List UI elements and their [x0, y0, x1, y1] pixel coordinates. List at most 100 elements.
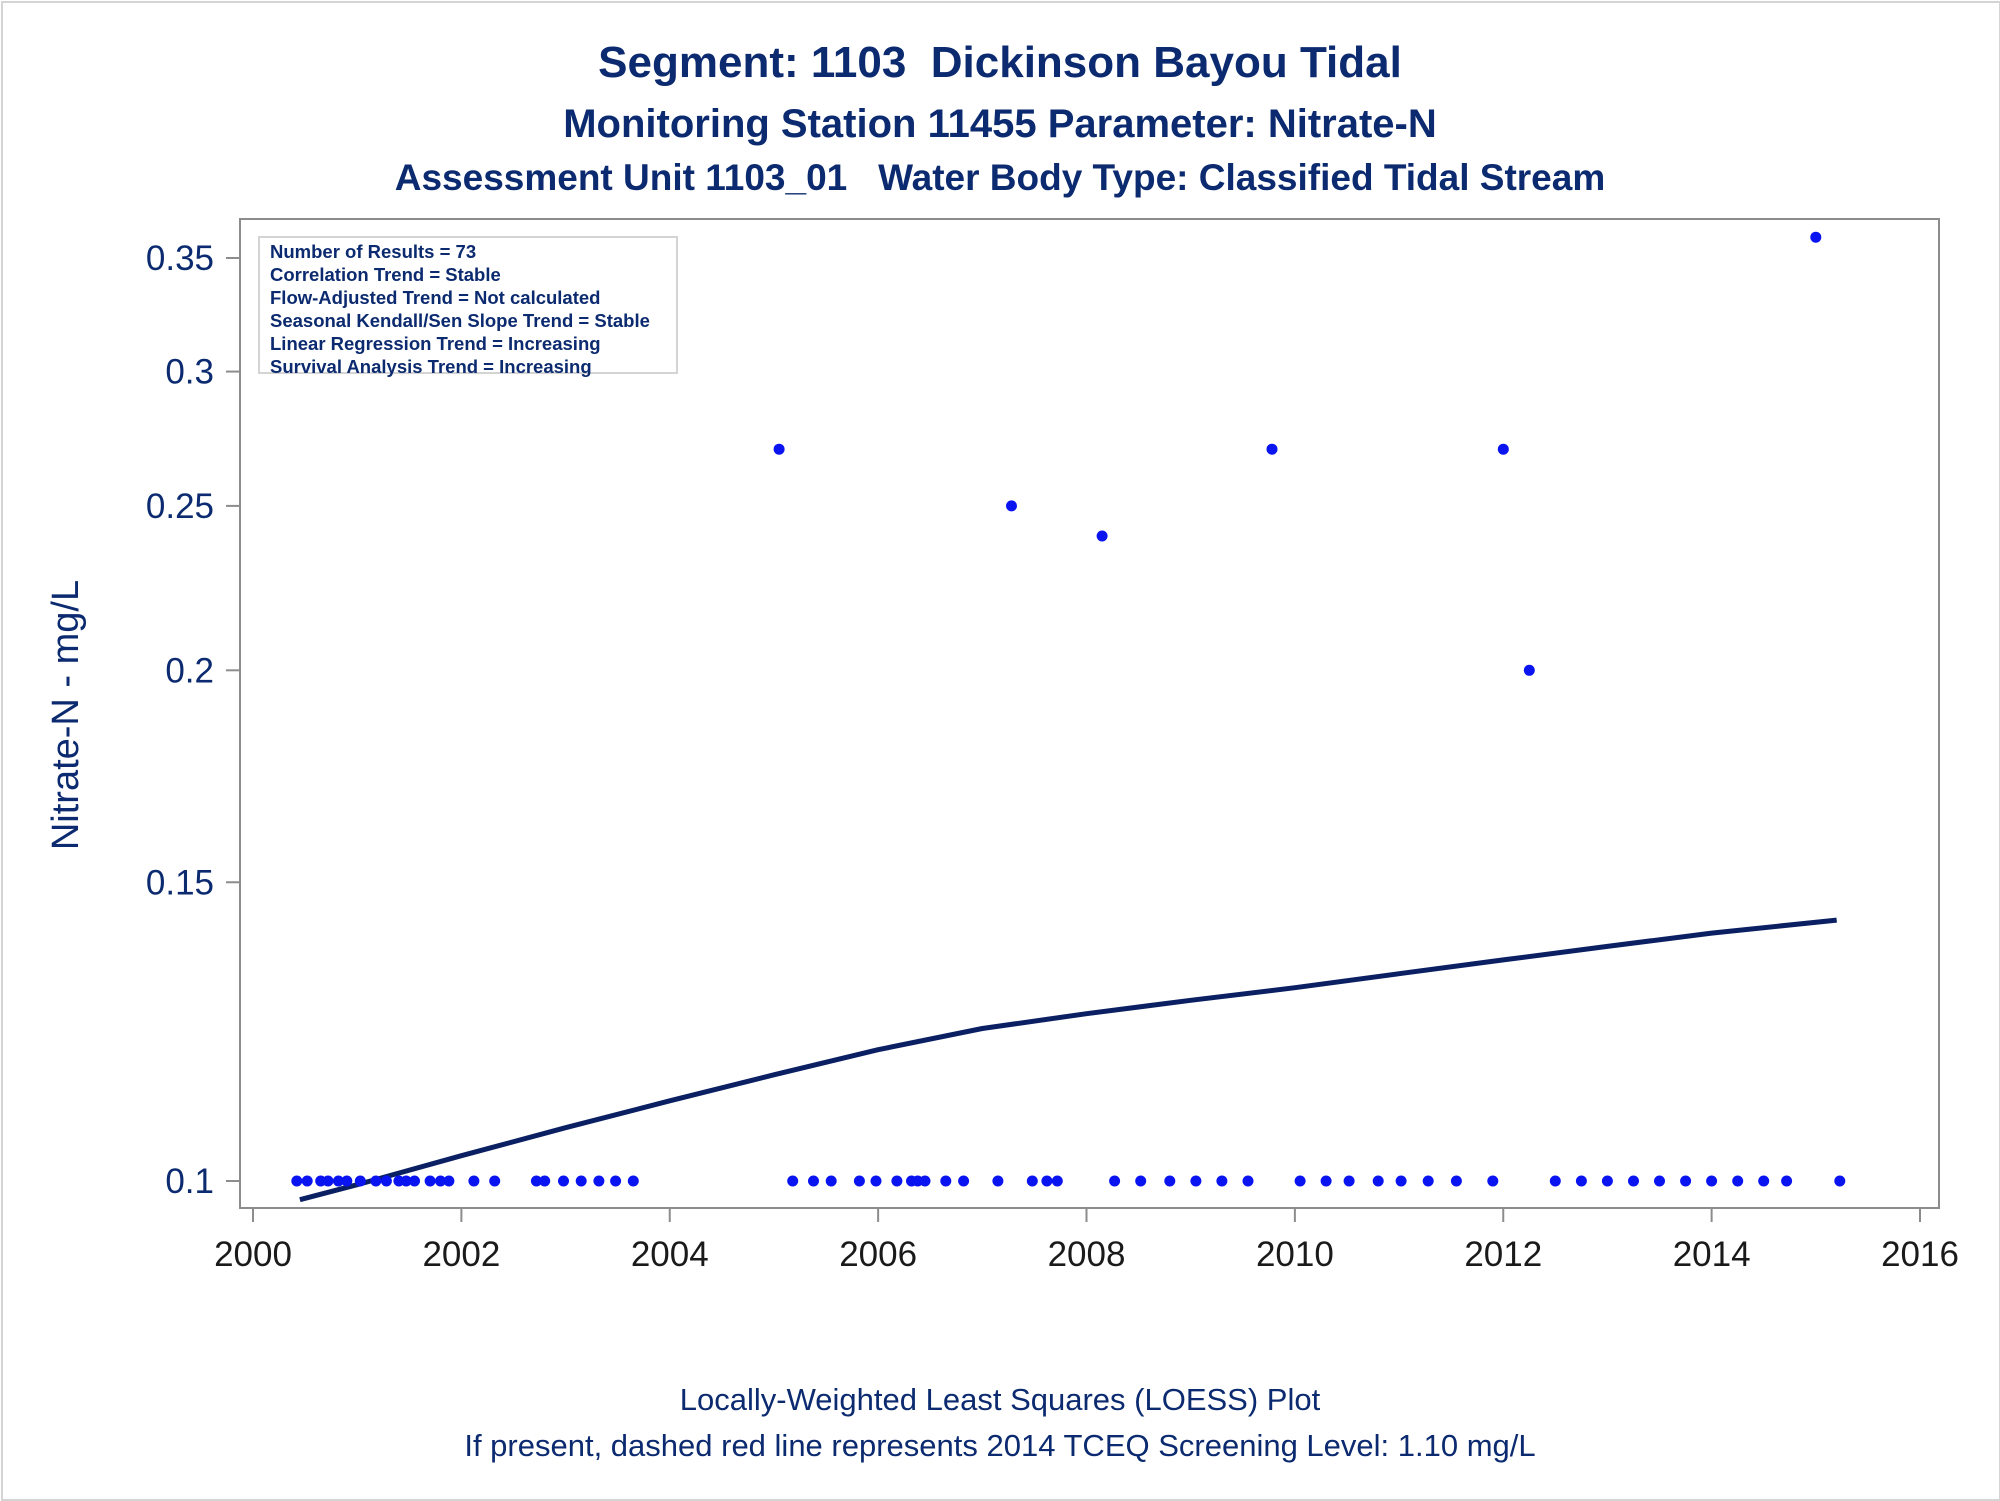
- trend-statistics-box: Number of Results = 73 Correlation Trend…: [258, 236, 678, 377]
- data-point: [443, 1175, 455, 1187]
- data-point: [558, 1175, 569, 1187]
- data-point: [409, 1175, 420, 1187]
- chart-title: Segment: 1103 Dickinson Bayou Tidal: [598, 38, 1402, 87]
- data-point: [1628, 1175, 1639, 1187]
- data-point: [332, 1175, 344, 1187]
- x-tick-label: 2014: [1673, 1235, 1751, 1274]
- data-point: [354, 1175, 366, 1187]
- x-tick-label: 2016: [1881, 1235, 1959, 1274]
- data-point: [1294, 1175, 1306, 1187]
- data-point: [1706, 1175, 1718, 1187]
- data-point: [773, 443, 785, 455]
- data-point: [1654, 1175, 1665, 1187]
- x-tick-label: 2000: [214, 1235, 292, 1274]
- data-point: [1320, 1175, 1332, 1187]
- data-point: [1549, 1175, 1561, 1187]
- x-tick-label: 2012: [1464, 1235, 1542, 1274]
- data-point: [627, 1175, 639, 1187]
- data-point: [919, 1175, 931, 1187]
- data-point: [808, 1175, 819, 1187]
- stat-survival-analysis-trend: Survival Analysis Trend = Increasing: [270, 356, 592, 377]
- data-point: [1732, 1175, 1744, 1187]
- data-point: [1575, 1175, 1587, 1187]
- data-point: [853, 1175, 865, 1187]
- y-tick-label: 0.3: [165, 353, 214, 392]
- data-point: [424, 1175, 436, 1187]
- data-point: [787, 1175, 799, 1187]
- plot-area: [239, 218, 1940, 1209]
- data-point: [1041, 1175, 1053, 1187]
- data-point: [380, 1175, 392, 1187]
- data-point: [1026, 1175, 1038, 1187]
- data-point: [1758, 1175, 1770, 1187]
- data-point: [1096, 530, 1108, 542]
- stat-seasonal-kendall-trend: Seasonal Kendall/Sen Slope Trend = Stabl…: [270, 310, 650, 331]
- footer-screening-note: If present, dashed red line represents 2…: [464, 1428, 1536, 1463]
- data-point: [468, 1175, 480, 1187]
- data-point: [1680, 1175, 1692, 1187]
- data-point: [530, 1175, 542, 1187]
- data-point: [1450, 1175, 1462, 1187]
- data-point: [1523, 664, 1535, 676]
- data-point: [539, 1175, 551, 1187]
- y-tick-label: 0.15: [146, 863, 214, 902]
- y-tick-label: 0.25: [146, 487, 214, 526]
- data-point: [400, 1175, 412, 1187]
- data-point: [1372, 1175, 1384, 1187]
- data-point: [1422, 1175, 1434, 1187]
- data-point: [301, 1175, 313, 1187]
- data-point: [940, 1175, 952, 1187]
- loess-trend-line: [299, 917, 1837, 1203]
- stat-number-of-results: Number of Results = 73: [270, 241, 477, 262]
- y-axis: 0.1 0.15 0.2 0.25 0.3 0.35: [146, 239, 240, 1201]
- data-points: [291, 231, 1846, 1187]
- x-tick-label: 2010: [1256, 1235, 1334, 1274]
- data-point: [1266, 443, 1278, 455]
- data-point: [610, 1175, 622, 1187]
- data-point: [1135, 1175, 1147, 1187]
- data-point: [1164, 1175, 1176, 1187]
- data-point: [370, 1175, 382, 1187]
- stat-linear-regression-trend: Linear Regression Trend = Increasing: [270, 333, 601, 354]
- data-point: [1051, 1175, 1063, 1187]
- y-tick-label: 0.35: [146, 239, 214, 278]
- data-point: [489, 1175, 501, 1187]
- y-tick-label: 0.1: [165, 1162, 214, 1201]
- chart-subtitle-station: Monitoring Station 11455 Parameter: Nitr…: [563, 102, 1437, 146]
- data-point: [870, 1175, 882, 1187]
- data-point: [1487, 1175, 1499, 1187]
- data-point: [322, 1175, 334, 1187]
- footer-plot-type: Locally-Weighted Least Squares (LOESS) P…: [679, 1382, 1321, 1417]
- y-tick-label: 0.2: [165, 651, 214, 690]
- x-tick-label: 2006: [839, 1235, 917, 1274]
- data-point: [1601, 1175, 1613, 1187]
- data-point: [291, 1175, 303, 1187]
- data-point: [992, 1175, 1004, 1187]
- x-axis: 2000 2002 2004 2006 2008 2010 2012 2014 2016: [214, 1208, 1959, 1274]
- data-point: [1216, 1175, 1228, 1187]
- data-point: [435, 1175, 446, 1187]
- data-point: [1497, 443, 1509, 455]
- data-point: [891, 1175, 903, 1187]
- data-point: [825, 1175, 837, 1187]
- data-point: [958, 1175, 970, 1187]
- data-point: [575, 1175, 587, 1187]
- x-tick-label: 2008: [1048, 1235, 1126, 1274]
- y-axis-title: Nitrate-N - mg/L: [45, 580, 87, 850]
- data-point: [341, 1175, 353, 1187]
- data-point: [1190, 1175, 1202, 1187]
- data-point: [1242, 1175, 1254, 1187]
- data-point: [1834, 1175, 1846, 1187]
- data-point: [1781, 1175, 1793, 1187]
- data-point: [1109, 1175, 1121, 1187]
- x-tick-label: 2004: [631, 1235, 709, 1274]
- data-point: [1395, 1175, 1407, 1187]
- chart-subtitle-assessment-unit: Assessment Unit 1103_01 Water Body Type:…: [394, 157, 1606, 198]
- stat-correlation-trend: Correlation Trend = Stable: [270, 264, 501, 285]
- x-tick-label: 2002: [422, 1235, 500, 1274]
- data-point: [1343, 1175, 1355, 1187]
- data-point: [1006, 500, 1017, 512]
- data-point: [1810, 231, 1822, 243]
- stat-flow-adjusted-trend: Flow-Adjusted Trend = Not calculated: [270, 287, 601, 308]
